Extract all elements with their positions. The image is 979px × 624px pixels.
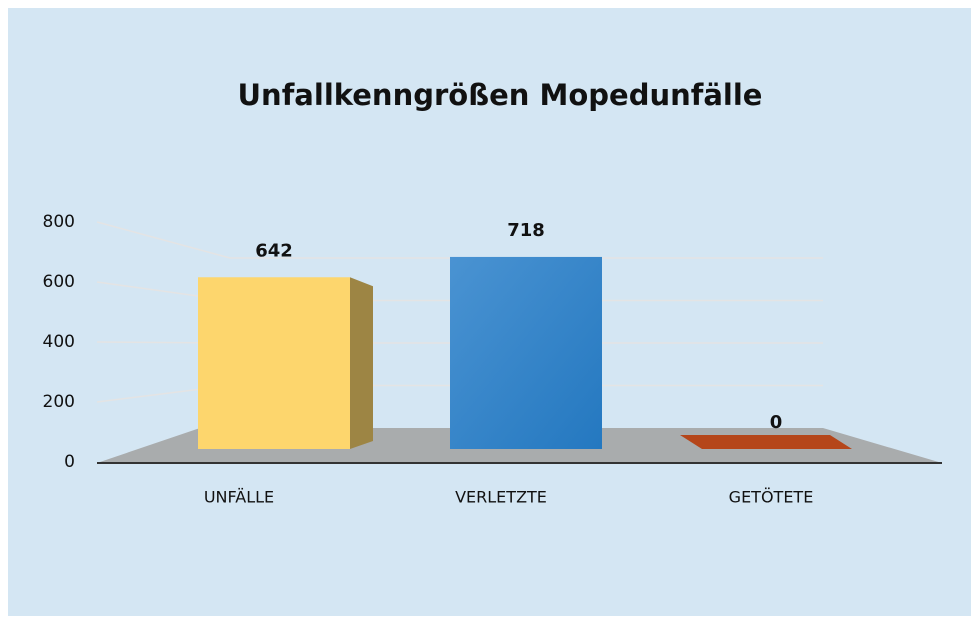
chart-title: Unfallkenngrößen Mopedunfälle [238, 78, 763, 112]
y-tick-label: 600 [43, 272, 75, 292]
y-tick-label: 200 [43, 392, 75, 412]
bar-side [350, 277, 373, 449]
bar [198, 277, 350, 449]
grid-line [96, 221, 231, 259]
value-label: 0 [770, 412, 783, 433]
bar [450, 256, 602, 449]
bar [680, 435, 852, 449]
x-tick-label: GETÖTETE [729, 488, 814, 507]
value-label: 642 [255, 240, 293, 261]
x-tick-label: VERLETZTE [455, 488, 547, 507]
y-tick-label: 400 [43, 332, 75, 352]
value-label: 718 [507, 220, 545, 241]
y-tick-label: 800 [43, 212, 75, 232]
y-tick-label: 0 [64, 452, 75, 472]
x-tick-label: UNFÄLLE [204, 488, 274, 507]
